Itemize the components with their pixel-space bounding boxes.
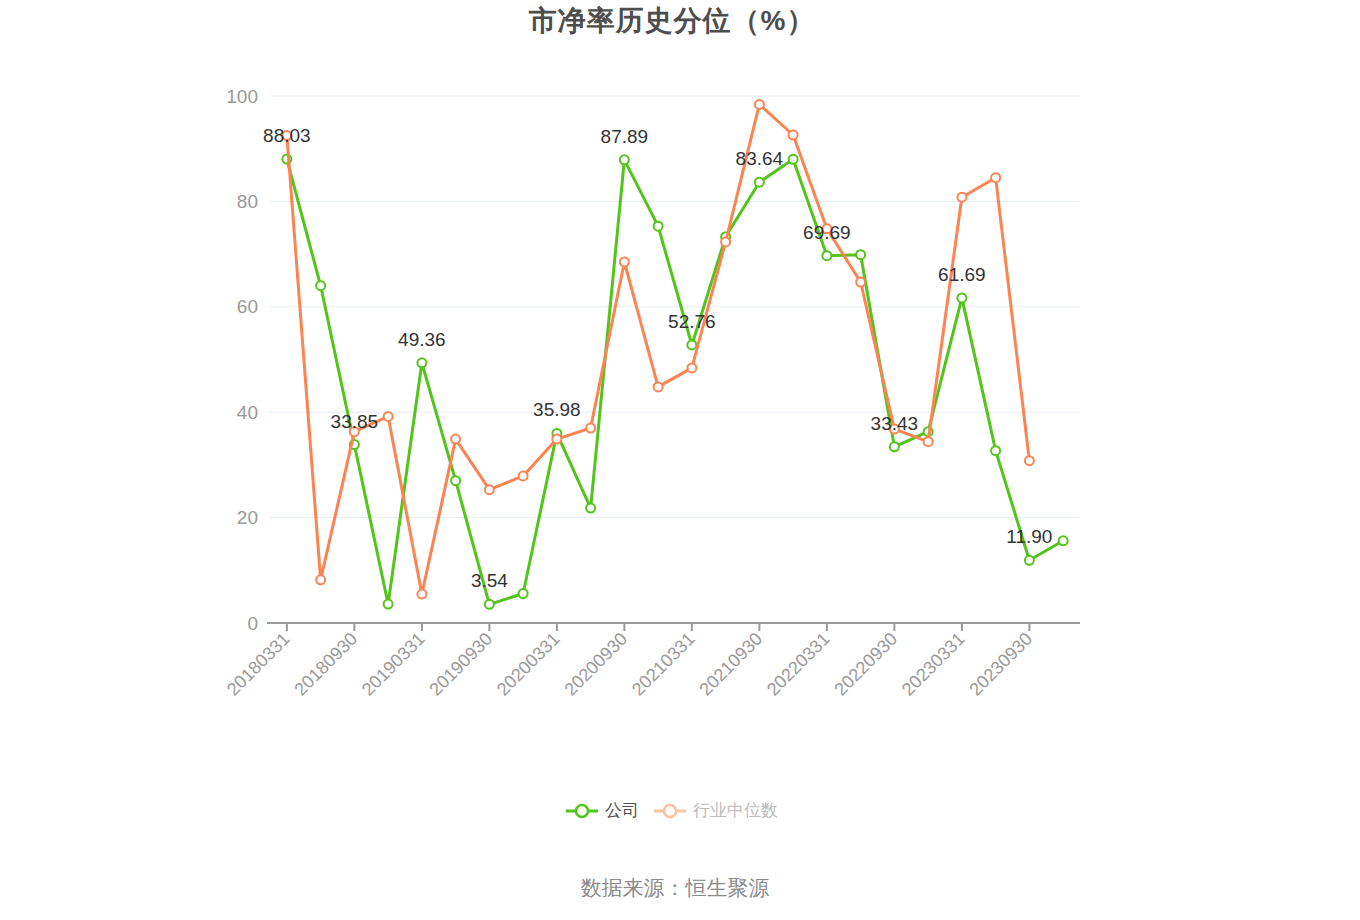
- company-legend-marker-icon: [566, 803, 598, 819]
- legend-label-industry: 行业中位数: [693, 799, 778, 822]
- data-label: 35.98: [533, 399, 581, 420]
- x-tick-label: 20220930: [830, 629, 901, 700]
- point-marker[interactable]: [316, 281, 325, 290]
- point-marker[interactable]: [417, 590, 426, 599]
- point-marker[interactable]: [957, 293, 966, 302]
- point-marker[interactable]: [1025, 556, 1034, 565]
- point-marker[interactable]: [789, 130, 798, 139]
- y-tick-label: 80: [237, 191, 258, 212]
- point-marker[interactable]: [1025, 456, 1034, 465]
- point-marker[interactable]: [384, 412, 393, 421]
- point-marker[interactable]: [924, 437, 933, 446]
- company-markers: [282, 155, 1067, 609]
- y-tick-label: 100: [226, 86, 258, 107]
- x-tick-label: 20190930: [425, 629, 496, 700]
- y-tick-label: 60: [237, 296, 258, 317]
- point-marker[interactable]: [384, 600, 393, 609]
- legend: 公司 行业中位数: [0, 799, 1352, 822]
- point-marker[interactable]: [654, 382, 663, 391]
- legend-label-company: 公司: [605, 799, 639, 822]
- x-tick-label: 20190331: [358, 629, 429, 700]
- point-marker[interactable]: [822, 251, 831, 260]
- x-tick-label: 20200930: [560, 629, 631, 700]
- point-marker[interactable]: [316, 575, 325, 584]
- point-marker[interactable]: [991, 173, 1000, 182]
- data-label: 3.54: [471, 570, 508, 591]
- point-marker[interactable]: [755, 100, 764, 109]
- x-tick-label: 20210930: [695, 629, 766, 700]
- point-marker[interactable]: [417, 358, 426, 367]
- point-marker[interactable]: [586, 424, 595, 433]
- point-marker[interactable]: [654, 222, 663, 231]
- point-marker[interactable]: [519, 589, 528, 598]
- data-label: 52.76: [668, 311, 716, 332]
- point-marker[interactable]: [957, 193, 966, 202]
- point-marker[interactable]: [519, 471, 528, 480]
- point-marker[interactable]: [552, 435, 561, 444]
- data-label: 61.69: [938, 264, 986, 285]
- x-tick-label: 20220331: [763, 629, 834, 700]
- legend-item-industry[interactable]: 行业中位数: [654, 799, 778, 822]
- industry-markers: [282, 100, 1034, 599]
- point-marker[interactable]: [687, 363, 696, 372]
- point-marker[interactable]: [856, 278, 865, 287]
- point-marker[interactable]: [721, 237, 730, 246]
- data-label: 83.64: [736, 148, 784, 169]
- data-label: 87.89: [601, 126, 649, 147]
- source-note: 数据来源：恒生聚源: [0, 874, 1355, 902]
- point-marker[interactable]: [485, 600, 494, 609]
- x-axis-ticks-labels: 2018033120180930201903312019093020200331…: [223, 623, 1036, 699]
- industry-legend-marker-icon: [654, 803, 686, 819]
- y-tick-label: 40: [237, 402, 258, 423]
- point-marker[interactable]: [856, 250, 865, 259]
- x-tick-label: 20210331: [628, 629, 699, 700]
- point-marker[interactable]: [991, 446, 1000, 455]
- line-chart: 0 20 40 60 80 100 2018033120180930201903312019…: [0, 0, 1360, 770]
- x-tick-label: 20180331: [223, 629, 294, 700]
- x-tick-label: 20200331: [493, 629, 564, 700]
- data-label: 88.03: [263, 125, 311, 146]
- point-marker[interactable]: [586, 504, 595, 513]
- data-label: 33.85: [331, 411, 379, 432]
- y-tick-label: 20: [237, 507, 258, 528]
- data-label: 11.90: [1006, 526, 1052, 547]
- point-marker[interactable]: [451, 435, 460, 444]
- point-marker[interactable]: [789, 155, 798, 164]
- point-marker[interactable]: [620, 258, 629, 267]
- data-label: 49.36: [398, 329, 446, 350]
- y-tick-label: 0: [247, 613, 258, 634]
- y-axis-labels: 0 20 40 60 80 100: [226, 86, 258, 634]
- x-tick-label: 20230331: [898, 629, 969, 700]
- point-marker[interactable]: [755, 178, 764, 187]
- point-marker[interactable]: [890, 442, 899, 451]
- x-tick-label: 20180930: [290, 629, 361, 700]
- legend-item-company[interactable]: 公司: [566, 799, 639, 822]
- point-marker[interactable]: [687, 340, 696, 349]
- data-labels: 88.03 33.85 49.36 3.54 35.98 87.89 52.76 83.64 6…: [263, 125, 1052, 591]
- data-label: 33.43: [871, 413, 919, 434]
- point-marker[interactable]: [451, 476, 460, 485]
- company-line: [287, 159, 1063, 604]
- point-marker[interactable]: [1059, 536, 1068, 545]
- data-label: 69.69: [803, 222, 851, 243]
- x-tick-label: 20230930: [965, 629, 1036, 700]
- point-marker[interactable]: [485, 485, 494, 494]
- point-marker[interactable]: [620, 155, 629, 164]
